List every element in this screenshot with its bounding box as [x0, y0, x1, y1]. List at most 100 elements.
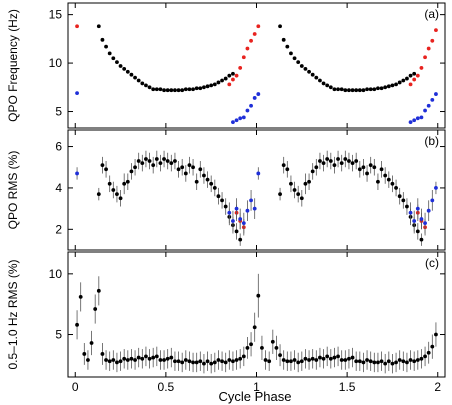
data-point: [96, 288, 101, 293]
data-point: [122, 181, 127, 186]
data-point: [118, 196, 123, 201]
y-tick-label: 10: [49, 267, 63, 281]
data-point: [419, 217, 424, 221]
data-point: [176, 88, 181, 93]
panel-a: 5 10 15 (a) QPO Frequency (Hz): [6, 2, 446, 129]
series-lower: [75, 91, 438, 125]
data-point: [274, 345, 279, 350]
data-point: [412, 118, 417, 123]
data-point: [252, 32, 257, 36]
data-point: [187, 359, 192, 364]
panel-b: 2 4 6 (b) QPO RMS (%): [6, 129, 446, 251]
data-point: [183, 358, 188, 362]
data-point: [165, 356, 170, 361]
data-point: [227, 73, 232, 78]
data-point: [238, 356, 243, 361]
data-point: [376, 360, 380, 365]
data-point: [125, 358, 130, 362]
data-point: [285, 359, 290, 364]
data-point: [365, 171, 369, 176]
data-point: [328, 356, 333, 361]
data-point: [234, 73, 239, 78]
data-point: [140, 161, 145, 166]
data-point: [426, 103, 431, 108]
data-point: [361, 165, 366, 170]
data-point: [75, 91, 79, 96]
data-point: [216, 194, 221, 199]
data-point: [310, 72, 315, 77]
data-point: [212, 360, 217, 365]
data-point: [354, 359, 359, 364]
data-point: [136, 159, 141, 163]
data-point: [383, 85, 388, 90]
data-point: [169, 161, 174, 166]
x-tick-label: 1: [253, 380, 260, 394]
data-point: [412, 71, 417, 76]
data-point: [281, 163, 286, 168]
data-point: [365, 358, 369, 362]
data-point: [169, 88, 174, 93]
data-point: [336, 157, 340, 161]
data-point: [176, 359, 181, 364]
data-point: [209, 83, 214, 88]
data-point: [303, 66, 308, 71]
data-point: [194, 179, 199, 184]
data-point: [354, 88, 359, 93]
data-point: [231, 219, 235, 223]
data-point: [415, 229, 420, 234]
data-point: [256, 293, 261, 298]
data-point: [278, 24, 282, 29]
y-tick-label: 10: [49, 56, 63, 70]
data-point: [299, 64, 304, 68]
data-point: [165, 159, 170, 163]
data-point: [285, 44, 290, 49]
data-point: [386, 177, 391, 182]
data-point: [238, 116, 243, 121]
data-point: [343, 157, 348, 161]
data-point: [111, 56, 116, 61]
data-point: [241, 55, 246, 60]
data-point: [390, 361, 395, 366]
data-point: [165, 88, 170, 93]
data-point: [426, 208, 431, 213]
data-point: [104, 358, 108, 362]
data-point: [292, 56, 297, 61]
data-point: [249, 103, 253, 108]
data-point: [241, 354, 246, 359]
data-point: [419, 237, 424, 242]
panel-b-label: (b): [424, 134, 439, 148]
data-point: [147, 85, 152, 90]
data-point: [278, 192, 282, 197]
data-point: [408, 82, 413, 87]
data-point: [383, 361, 388, 366]
data-point: [314, 165, 319, 170]
data-point: [321, 81, 326, 86]
data-point: [125, 69, 130, 74]
data-point: [310, 169, 315, 174]
data-point: [368, 87, 373, 92]
data-point: [231, 359, 235, 364]
data-point: [86, 358, 90, 362]
data-point: [397, 80, 402, 85]
data-point: [111, 188, 116, 192]
data-point: [430, 344, 435, 349]
data-point: [118, 359, 123, 364]
data-point: [325, 354, 330, 359]
data-point: [281, 358, 286, 362]
data-point: [397, 358, 402, 362]
data-point: [408, 73, 413, 78]
data-point: [129, 72, 134, 77]
data-point: [299, 196, 304, 201]
data-point: [125, 179, 130, 184]
data-point: [390, 83, 395, 88]
panel-a-frame: [67, 2, 446, 129]
data-point: [216, 358, 221, 362]
data-point: [336, 87, 340, 92]
panel-b-ylabel: QPO RMS (%): [6, 151, 20, 230]
data-point: [270, 339, 275, 344]
series-upper: [75, 24, 438, 87]
data-point: [227, 210, 232, 215]
data-point: [267, 359, 272, 364]
